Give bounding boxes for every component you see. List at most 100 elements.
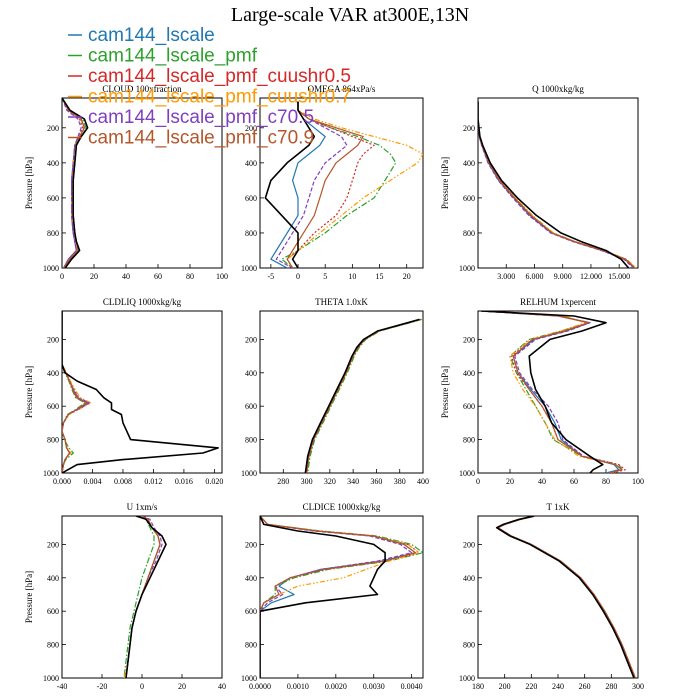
series-line-cam144_lscale_pmf_c70.5 <box>481 311 623 473</box>
x-tick-label: 240 <box>552 682 564 691</box>
x-tick-label: 300 <box>301 477 313 486</box>
plot-frame <box>259 310 424 474</box>
series-line-cam144_lscale_pmf_cuushr0.5 <box>306 318 421 473</box>
series-line-cam144_lscale_pmf <box>123 516 155 678</box>
y-tick-label: 400 <box>47 159 59 168</box>
series-line-cam144_lscale_pmf_cuushr0.5 <box>481 311 626 473</box>
plot-frame <box>477 515 639 679</box>
y-tick-label: 400 <box>245 574 257 583</box>
y-axis-label: Pressure [hPa] <box>440 366 450 418</box>
x-tick-label: 20 <box>90 272 98 281</box>
legend-entry: cam144_lscale_pmf_c70.9 <box>88 128 314 149</box>
series-line-cam144_lscale_pmf_cuushr0.5 <box>125 516 161 678</box>
series-line-obs <box>481 311 607 473</box>
legend-entry: cam144_lscale_pmf_c70.5 <box>88 107 314 128</box>
x-tick-label: 0 <box>60 272 64 281</box>
series-line-cam144_lscale_pmf_cuushr0.5 <box>478 101 636 268</box>
series-line-cam144_lscale <box>478 101 635 268</box>
x-tick-label: 0.0040 <box>401 682 423 691</box>
y-tick-label: 800 <box>463 436 475 445</box>
y-tick-label: 1000 <box>459 264 475 273</box>
panel-title: RELHUM 1xpercent <box>520 297 596 307</box>
x-tick-label: 60 <box>570 477 578 486</box>
series-line-cam144_lscale_pmf_cuushr0.5 <box>286 101 375 268</box>
series-line-cam144_lscale <box>306 318 421 473</box>
y-tick-label: 800 <box>463 229 475 238</box>
x-tick-label: 10 <box>348 272 356 281</box>
panel-7: U 1xm/s -40 -20 0 20 40 200 400 600 800 1000 Pressu… <box>24 502 226 691</box>
x-tick-label: 80 <box>186 272 194 281</box>
x-tick-label: 320 <box>324 477 336 486</box>
x-tick-label: 9.000 <box>554 272 572 281</box>
series-group <box>304 318 422 473</box>
series-line-cam144_lscale_pmf_cuushr0.7 <box>286 101 423 268</box>
y-tick-label: 1000 <box>241 674 257 683</box>
x-tick-label: 280 <box>605 682 617 691</box>
x-tick-label: 0.016 <box>175 477 193 486</box>
x-tick-label: 20 <box>178 682 186 691</box>
series-group <box>478 101 637 268</box>
x-tick-label: 0.0020 <box>325 682 347 691</box>
x-tick-label: 340 <box>347 477 359 486</box>
x-tick-label: 40 <box>538 477 546 486</box>
series-line-cam144_lscale_pmf_cuushr0.7 <box>62 311 92 473</box>
series-line-cam144_lscale_pmf <box>281 101 397 268</box>
x-tick-label: 0.0000 <box>249 682 271 691</box>
series-line-cam144_lscale <box>125 516 161 678</box>
panel-title: Q 1000xkg/kg <box>532 84 584 94</box>
legend: cam144_lscalecam144_lscale_pmfcam144_lsc… <box>68 25 351 149</box>
y-tick-label: 200 <box>245 335 257 344</box>
plot-frame <box>61 310 223 474</box>
figure-title: Large-scale VAR at300E,13N <box>231 4 469 26</box>
series-line-cam144_lscale_pmf <box>478 101 636 268</box>
y-tick-label: 600 <box>463 607 475 616</box>
y-tick-label: 1000 <box>43 264 59 273</box>
panel-title: CLDICE 1000xkg/kg <box>303 502 381 512</box>
x-tick-label: 15 <box>376 272 384 281</box>
panel-1: CLOUD 100xfraction 0 20 40 60 80 100 200 400 600 8… <box>24 84 228 281</box>
y-tick-label: 600 <box>47 607 59 616</box>
x-tick-label: 0.000 <box>53 477 71 486</box>
x-tick-label: 0.020 <box>205 477 223 486</box>
x-tick-label: 5 <box>323 272 327 281</box>
y-tick-label: 600 <box>47 194 59 203</box>
y-tick-label: 200 <box>47 540 59 549</box>
series-group <box>264 101 423 268</box>
panel-6: RELHUM 1xpercent 0 20 40 60 80 100 200 400 600 800… <box>440 297 644 486</box>
series-line-cam144_lscale_pmf_c70.9 <box>481 311 623 473</box>
x-tick-label: 400 <box>417 477 429 486</box>
x-tick-label: 380 <box>394 477 406 486</box>
x-tick-label: 0.0010 <box>287 682 309 691</box>
legend-entry: cam144_lscale <box>88 25 215 46</box>
x-tick-label: 80 <box>602 477 610 486</box>
x-tick-label: 220 <box>525 682 537 691</box>
series-line-cam144_lscale_pmf_cuushr0.5 <box>62 311 91 473</box>
y-axis-label: Pressure [hPa] <box>440 157 450 209</box>
series-line-cam144_lscale_pmf_c70.9 <box>62 311 88 473</box>
panel-3: Q 1000xkg/kg 3.000 6.000 9.000 12.000 15.000 2… <box>440 84 639 281</box>
legend-entry: cam144_lscale_pmf_cuushr0.7 <box>88 87 351 108</box>
series-line-cam144_lscale_pmf_c70.5 <box>478 101 634 268</box>
y-tick-label: 200 <box>463 124 475 133</box>
series-group <box>62 311 219 473</box>
x-tick-label: 360 <box>370 477 382 486</box>
x-tick-label: 3.000 <box>497 272 515 281</box>
x-tick-label: 100 <box>216 272 228 281</box>
y-tick-label: 1000 <box>43 469 59 478</box>
panel-title: T 1xK <box>546 502 570 512</box>
series-line-cam144_lscale_pmf_c70.5 <box>125 516 163 678</box>
series-line-cam144_lscale_pmf_c70.9 <box>260 516 416 678</box>
y-tick-label: 800 <box>47 641 59 650</box>
panel-title: THETA 1.0xK <box>315 297 368 307</box>
legend-entry: cam144_lscale_pmf_cuushr0.5 <box>88 66 351 87</box>
x-tick-label: 0 <box>476 477 480 486</box>
series-line-cam144_lscale_pmf_c70.9 <box>125 516 161 678</box>
x-tick-label: 40 <box>218 682 226 691</box>
y-tick-label: 800 <box>245 436 257 445</box>
y-tick-label: 200 <box>47 335 59 344</box>
plot-frame <box>61 97 223 269</box>
y-tick-label: 600 <box>245 402 257 411</box>
x-tick-label: 100 <box>632 477 644 486</box>
